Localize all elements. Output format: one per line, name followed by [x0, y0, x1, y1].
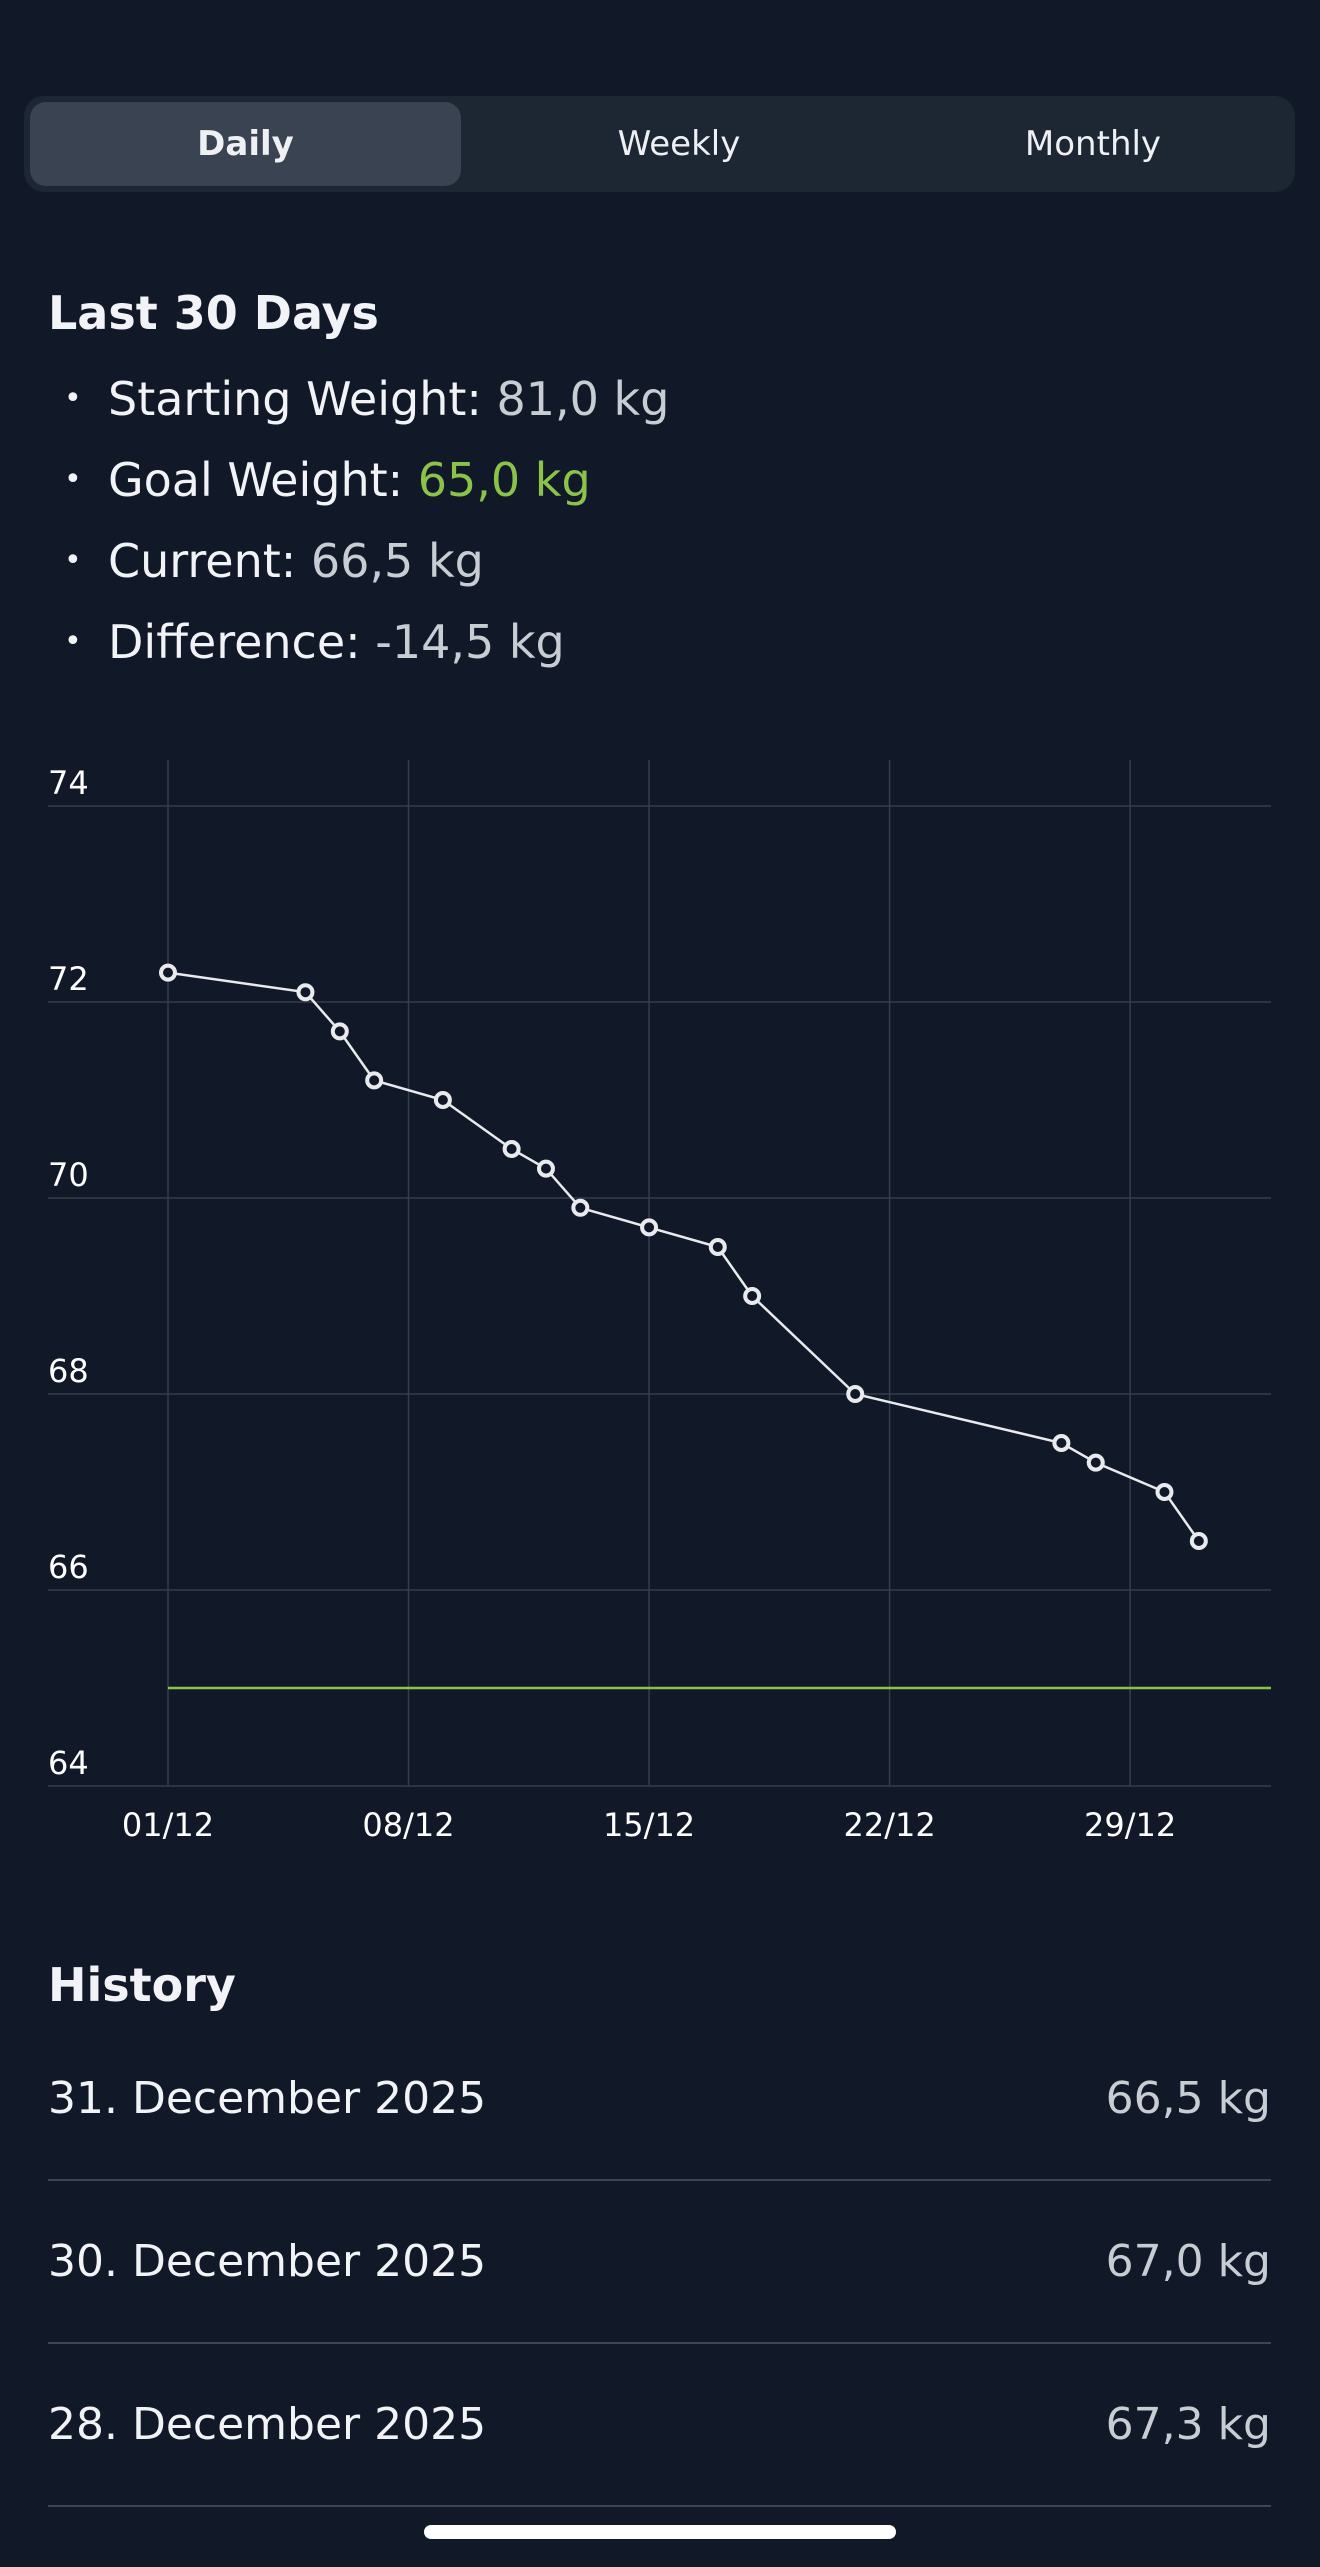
- history-date: 30. December 2025: [48, 2236, 487, 2287]
- summary-list: • Starting Weight: 81,0 kg • Goal Weight: …: [48, 358, 669, 682]
- data-point: [571, 1198, 590, 1217]
- data-point: [1189, 1532, 1208, 1550]
- data-point: [640, 1218, 659, 1237]
- data-point: [743, 1287, 762, 1305]
- bullet-icon: •: [64, 462, 82, 497]
- home-indicator: [424, 2525, 896, 2539]
- current-weight-item: • Current: 66,5 kg: [48, 520, 669, 601]
- y-tick-label: 74: [48, 764, 89, 802]
- history-title: History: [48, 1958, 236, 2012]
- x-tick-label: 29/12: [1084, 1806, 1176, 1840]
- data-point: [708, 1238, 727, 1256]
- history-row[interactable]: 31. December 2025 66,5 kg: [48, 2018, 1271, 2181]
- chart-gridlines: [48, 760, 1271, 1787]
- y-tick-label: 70: [48, 1156, 89, 1194]
- weight-series: [159, 963, 1208, 1550]
- data-point: [433, 1091, 452, 1109]
- bullet-icon: •: [64, 543, 82, 578]
- history-row[interactable]: 30. December 2025 67,0 kg: [48, 2181, 1271, 2344]
- data-point: [1155, 1483, 1174, 1501]
- current-weight-value: 66,5 kg: [310, 533, 484, 588]
- data-point: [1086, 1453, 1105, 1472]
- period-segmented-control: Daily Weekly Monthly: [24, 96, 1295, 192]
- history-date: 31. December 2025: [48, 2073, 487, 2124]
- series-line: [167, 971, 1200, 1542]
- history-weight: 67,0 kg: [1105, 2236, 1271, 2287]
- tab-daily[interactable]: Daily: [30, 102, 461, 186]
- starting-weight-value: 81,0 kg: [496, 371, 670, 426]
- current-weight-label: Current:: [108, 533, 297, 588]
- data-point: [1052, 1434, 1071, 1452]
- data-point: [296, 983, 315, 1002]
- goal-weight-label: Goal Weight:: [108, 452, 404, 507]
- weight-line-chart: 64 66 68 70 72 74 01/12 08/12 15/12 22/12 29/12: [48, 760, 1271, 1840]
- x-tick-label: 22/12: [843, 1806, 935, 1840]
- x-tick-label: 08/12: [362, 1806, 454, 1840]
- history-weight: 66,5 kg: [1105, 2073, 1271, 2124]
- data-point: [365, 1071, 384, 1090]
- goal-weight-item: • Goal Weight: 65,0 kg: [48, 439, 669, 520]
- y-tick-label: 72: [48, 960, 89, 998]
- data-point: [502, 1140, 521, 1158]
- difference-value: -14,5 kg: [375, 614, 565, 669]
- y-tick-label: 64: [48, 1744, 89, 1782]
- data-point: [536, 1159, 555, 1178]
- y-tick-label: 68: [48, 1352, 89, 1390]
- y-tick-label: 66: [48, 1548, 89, 1586]
- data-point: [330, 1022, 349, 1041]
- tab-monthly[interactable]: Monthly: [1024, 124, 1162, 164]
- tab-weekly[interactable]: Weekly: [617, 124, 741, 164]
- history-date: 28. December 2025: [48, 2399, 487, 2450]
- summary-title: Last 30 Days: [48, 286, 379, 340]
- starting-weight-label: Starting Weight:: [108, 371, 482, 426]
- starting-weight-item: • Starting Weight: 81,0 kg: [48, 358, 669, 439]
- goal-weight-value: 65,0 kg: [417, 452, 591, 507]
- data-point: [159, 963, 177, 982]
- x-tick-label: 01/12: [122, 1806, 214, 1840]
- history-row[interactable]: 28. December 2025 67,3 kg: [48, 2344, 1271, 2507]
- difference-label: Difference:: [108, 614, 361, 669]
- data-point: [846, 1385, 865, 1403]
- history-list: 31. December 2025 66,5 kg 30. December 2…: [48, 2018, 1271, 2507]
- bullet-icon: •: [64, 624, 82, 659]
- difference-item: • Difference: -14,5 kg: [48, 601, 669, 682]
- bullet-icon: •: [64, 381, 82, 416]
- chart-tick-labels: 64 66 68 70 72 74 01/12 08/12 15/12 22/12 29/12: [48, 764, 1176, 1840]
- x-tick-label: 15/12: [603, 1806, 695, 1840]
- history-weight: 67,3 kg: [1105, 2399, 1271, 2450]
